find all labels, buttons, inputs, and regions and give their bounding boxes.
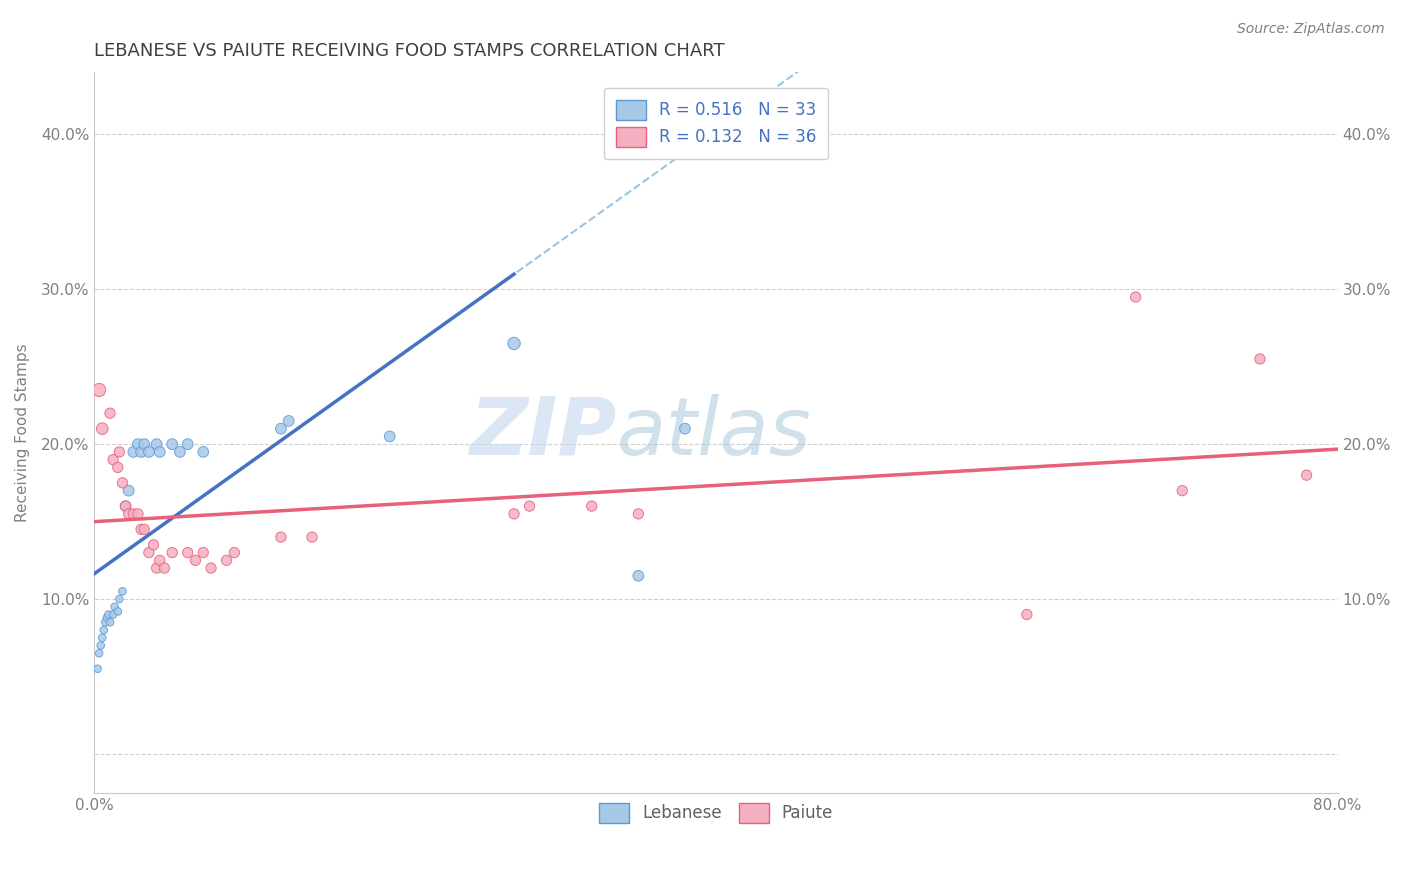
Point: [101, 452, 124, 467]
Point: [301, 530, 323, 544]
Point: [89, 383, 111, 397]
Point: [134, 437, 156, 451]
Point: [149, 553, 172, 567]
Point: [108, 592, 131, 607]
Point: [114, 499, 136, 513]
Point: [177, 545, 200, 559]
Point: [145, 561, 167, 575]
Point: [1171, 483, 1194, 498]
Point: [89, 646, 111, 660]
Point: [378, 429, 401, 443]
Point: [138, 445, 160, 459]
Point: [224, 545, 246, 559]
Point: [270, 530, 292, 544]
Point: [94, 615, 117, 630]
Point: [627, 569, 650, 583]
Point: [91, 631, 114, 645]
Point: [86, 662, 108, 676]
Point: [138, 545, 160, 559]
Point: [98, 615, 121, 630]
Point: [503, 336, 526, 351]
Point: [114, 499, 136, 513]
Point: [1125, 290, 1147, 304]
Point: [93, 623, 115, 637]
Point: [98, 406, 121, 420]
Point: [111, 475, 134, 490]
Point: [96, 610, 118, 624]
Point: [270, 422, 292, 436]
Point: [177, 437, 200, 451]
Point: [127, 437, 149, 451]
Point: [1249, 351, 1271, 366]
Point: [160, 437, 183, 451]
Point: [153, 561, 176, 575]
Point: [104, 599, 127, 614]
Point: [118, 507, 141, 521]
Point: [129, 445, 152, 459]
Point: [200, 561, 222, 575]
Point: [277, 414, 299, 428]
Point: [673, 422, 696, 436]
Text: ZIP: ZIP: [470, 393, 617, 472]
Point: [1295, 468, 1317, 483]
Point: [101, 607, 124, 622]
Point: [1015, 607, 1038, 622]
Point: [122, 507, 145, 521]
Point: [129, 522, 152, 536]
Point: [118, 483, 141, 498]
Point: [193, 545, 215, 559]
Text: Source: ZipAtlas.com: Source: ZipAtlas.com: [1237, 22, 1385, 37]
Point: [145, 437, 167, 451]
Point: [97, 607, 120, 622]
Point: [111, 584, 134, 599]
Point: [581, 499, 603, 513]
Point: [91, 422, 114, 436]
Legend: Lebanese, Paiute: Lebanese, Paiute: [588, 791, 845, 835]
Point: [215, 553, 238, 567]
Point: [127, 507, 149, 521]
Point: [142, 538, 165, 552]
Point: [503, 507, 526, 521]
Text: atlas: atlas: [617, 393, 811, 472]
Point: [134, 522, 156, 536]
Point: [90, 639, 112, 653]
Point: [160, 545, 183, 559]
Point: [519, 499, 541, 513]
Point: [149, 445, 172, 459]
Point: [193, 445, 215, 459]
Point: [627, 507, 650, 521]
Text: LEBANESE VS PAIUTE RECEIVING FOOD STAMPS CORRELATION CHART: LEBANESE VS PAIUTE RECEIVING FOOD STAMPS…: [94, 42, 725, 60]
Point: [169, 445, 191, 459]
Point: [108, 445, 131, 459]
Point: [184, 553, 207, 567]
Y-axis label: Receiving Food Stamps: Receiving Food Stamps: [15, 343, 30, 522]
Point: [107, 604, 129, 618]
Point: [107, 460, 129, 475]
Point: [122, 445, 145, 459]
